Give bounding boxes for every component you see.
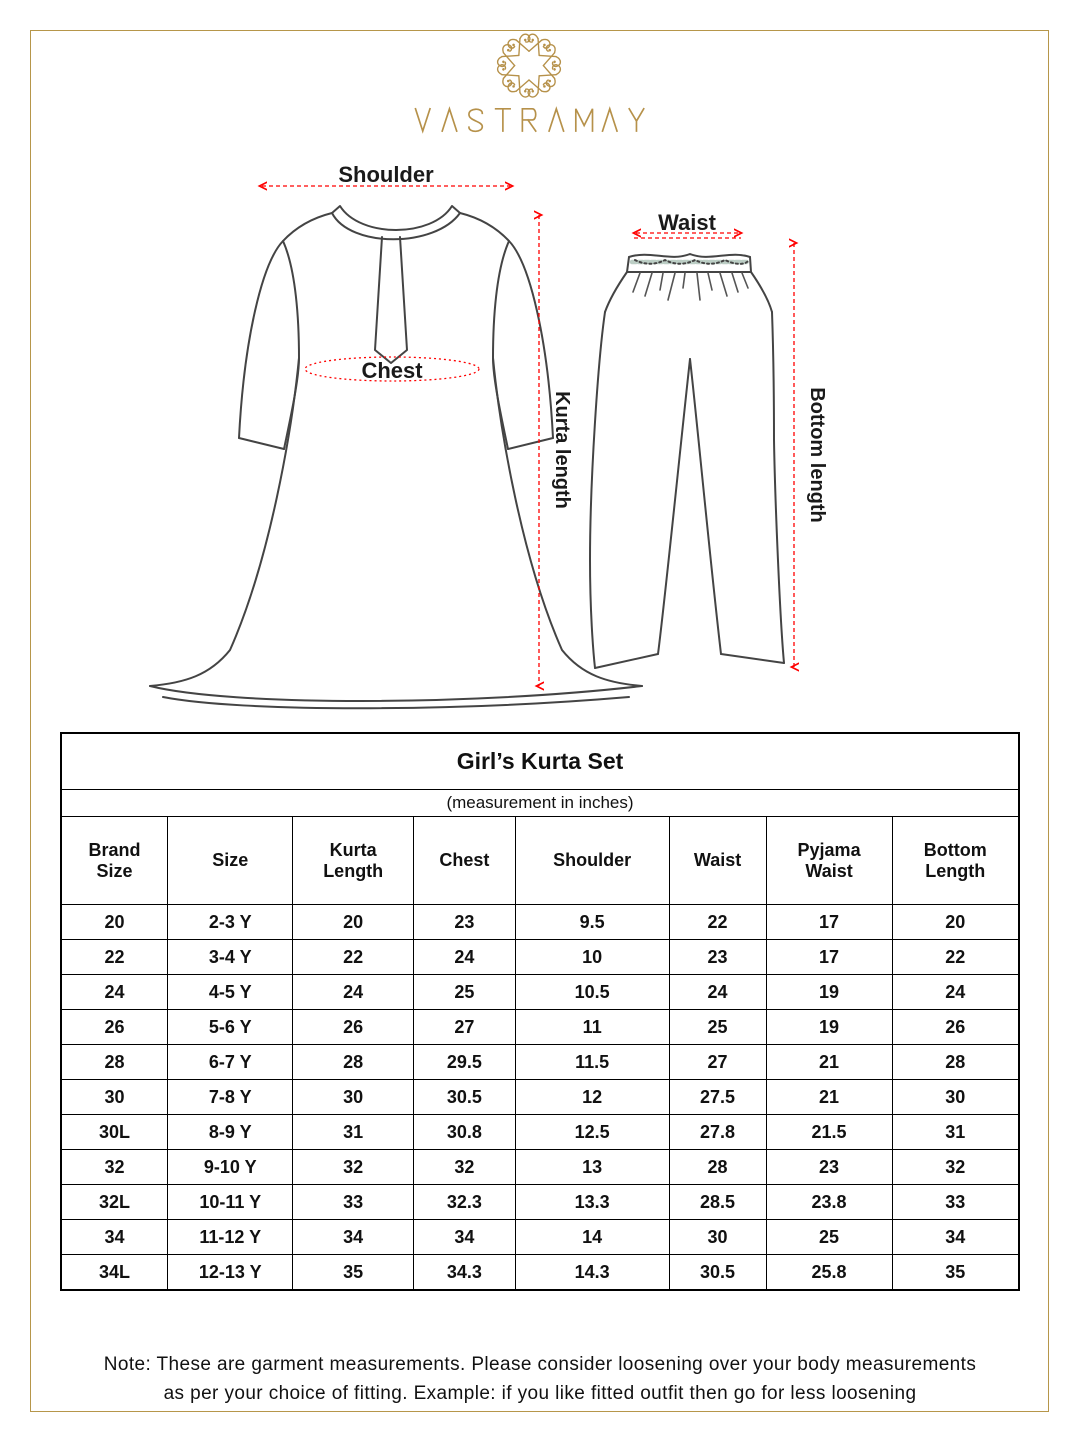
svg-text:Waist: Waist bbox=[658, 210, 717, 235]
svg-text:Kurta length: Kurta length bbox=[551, 391, 573, 509]
svg-text:Bottom length: Bottom length bbox=[806, 387, 828, 523]
svg-text:Shoulder: Shoulder bbox=[338, 162, 434, 187]
svg-text:Chest: Chest bbox=[361, 358, 423, 383]
